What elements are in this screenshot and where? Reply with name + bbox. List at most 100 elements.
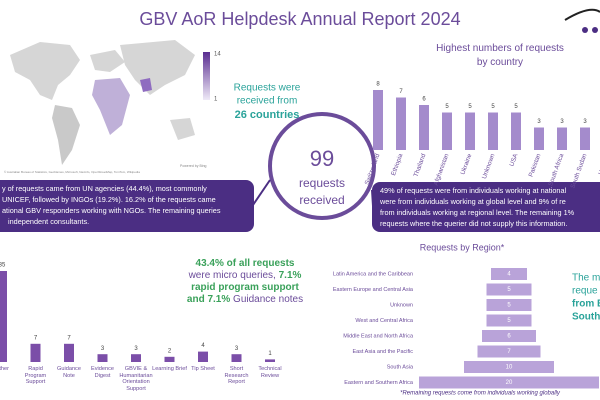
bar	[477, 345, 541, 358]
bar	[482, 330, 536, 342]
x-tick-label: Afghanistan	[432, 152, 450, 186]
bar	[486, 314, 532, 327]
bar	[511, 112, 521, 150]
bar	[419, 105, 429, 150]
types-note: 43.4% of all requests were micro queries…	[185, 258, 305, 306]
bar	[231, 354, 242, 362]
level-text: 49% of requests were from individuals wo…	[380, 186, 567, 195]
org-text: ational GBV responders working with NGOs…	[2, 206, 221, 215]
value-label: 6	[422, 97, 426, 103]
bar	[486, 283, 532, 296]
level-box	[372, 182, 600, 232]
category-label: Unknown	[390, 302, 413, 308]
value-label: 5	[468, 104, 472, 110]
level-text: from individuals working at regional lev…	[380, 208, 575, 217]
bar	[488, 112, 498, 150]
x-tick-label: Ethiopia	[390, 152, 405, 176]
bar	[396, 97, 406, 150]
x-tick-label: Other	[0, 366, 9, 372]
map-legend-min: 1	[214, 97, 218, 103]
logo	[564, 8, 600, 33]
value-label: 7	[67, 335, 71, 341]
bar	[30, 343, 41, 362]
value-label: 5	[445, 104, 449, 110]
value-label: 3	[134, 346, 138, 352]
bar	[486, 299, 532, 311]
connector	[371, 189, 374, 207]
page-title: GBV AoR Helpdesk Annual Report 2024	[139, 9, 460, 29]
bar	[131, 354, 141, 362]
note-line: Requests were	[234, 83, 301, 94]
x-tick-label: GBVIE & Humanitarian Orientation Support	[119, 366, 153, 392]
x-tick-label: Evidence Digest	[90, 366, 114, 379]
region-note-line: Southe	[572, 312, 600, 323]
category-label: Latin America and the Caribbean	[333, 271, 413, 277]
value-label: 6	[507, 334, 511, 340]
types-note-part: 7.1% rapid program support and 7.1%	[186, 270, 302, 305]
category-label: East Asia and the Pacific	[352, 349, 413, 355]
x-tick-label: Thailand	[413, 152, 428, 178]
value-label: 3	[560, 119, 564, 125]
value-label: 5	[507, 303, 511, 309]
x-tick-label: Rapid Program Support	[24, 366, 47, 385]
x-tick-label: Unknown	[481, 152, 497, 180]
bar	[198, 351, 208, 362]
circle-label: requests	[299, 176, 345, 190]
value-label: 1	[268, 351, 272, 357]
bar	[0, 271, 7, 362]
note-line: received from	[237, 96, 298, 107]
map-credit: Powered by Bing	[180, 164, 207, 168]
value-label: 7	[34, 335, 38, 341]
value-label: 10	[506, 365, 513, 371]
bar	[419, 376, 599, 389]
x-tick-label: Tip Sheet	[191, 366, 215, 372]
category-label: South Asia	[387, 364, 414, 370]
value-label: 3	[101, 346, 105, 352]
value-label: 20	[506, 380, 513, 386]
bar	[64, 343, 74, 362]
map-legend-max: 14	[214, 52, 221, 58]
bar	[97, 354, 108, 362]
x-tick-label: Short Research Report	[224, 366, 249, 385]
value-label: 4	[201, 343, 205, 349]
org-box	[0, 180, 254, 232]
x-tick-label: Ukraine	[459, 152, 473, 175]
region-note-line: The ma	[572, 273, 600, 284]
types-note-part: Guidance notes	[230, 294, 304, 305]
map-credit: © Australian Bureau of Statistics, GeoNa…	[4, 170, 140, 174]
value-label: 2	[168, 348, 172, 354]
bar	[442, 112, 452, 150]
bar	[557, 127, 567, 150]
total-circle	[268, 112, 376, 220]
value-label: 8	[376, 82, 380, 88]
note-highlight: 26 countries	[235, 109, 300, 121]
org-text: UNICEF, followed by INGOs (19.2%). 16.2%…	[2, 195, 216, 204]
category-label: Eastern and Southern Africa	[344, 380, 414, 386]
circle-label: received	[299, 193, 344, 207]
value-label: 3	[583, 119, 587, 125]
value-label: 4	[507, 272, 511, 278]
x-tick-label: Learning Brief	[152, 366, 187, 372]
value-label: 7	[399, 89, 403, 95]
level-text: were from individuals working at global …	[379, 197, 566, 206]
bar	[373, 90, 383, 150]
category-label: West and Central Africa	[355, 318, 414, 324]
x-tick-label: South Africa	[547, 152, 565, 187]
level-text: requests where the querier did not suppl…	[380, 219, 567, 228]
connector	[252, 179, 271, 206]
org-text: y of requests came from UN agencies (44.…	[2, 184, 207, 193]
category-label: Eastern Europe and Central Asia	[333, 287, 414, 293]
region-note-line: reque	[572, 286, 598, 297]
region-footnote: *Remaining requests come from individual…	[400, 391, 561, 397]
x-tick-label: Technical Review	[258, 366, 282, 379]
bar	[534, 127, 544, 150]
category-label: Middle East and North Africa	[343, 333, 414, 339]
bar	[464, 361, 554, 373]
bar	[465, 112, 475, 150]
bar	[265, 359, 275, 362]
chart-title: Requests by Region*	[420, 242, 505, 252]
x-tick-label: Pakistan	[528, 152, 543, 178]
bar	[580, 127, 590, 150]
value-label: 5	[491, 104, 495, 110]
